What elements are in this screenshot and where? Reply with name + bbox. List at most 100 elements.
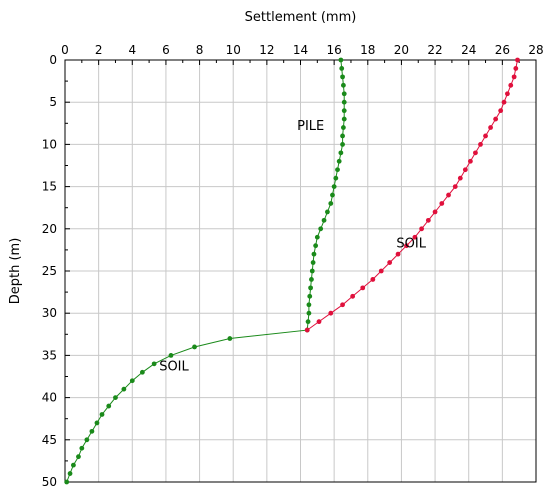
data-point: [84, 437, 90, 443]
data-point: [331, 184, 337, 190]
data-point: [505, 91, 510, 97]
data-point: [168, 353, 174, 358]
data-point: [387, 260, 393, 265]
data-point: [64, 479, 70, 485]
data-point: [488, 125, 493, 130]
x-tick-label: 24: [461, 43, 476, 57]
data-point: [404, 243, 409, 249]
series-line: [306, 59, 518, 331]
data-point: [99, 412, 105, 417]
data-point: [341, 99, 347, 105]
data-point: [129, 378, 135, 384]
data-point: [462, 167, 468, 173]
x-tick-label: 14: [293, 43, 308, 57]
x-tick-label: 16: [327, 43, 342, 57]
annotation-label: SOIL: [159, 360, 189, 375]
data-point: [139, 369, 145, 375]
data-point: [340, 74, 345, 80]
data-point: [309, 268, 315, 274]
data-point: [360, 285, 366, 291]
series-1: [64, 57, 347, 485]
x-tick-label: 8: [196, 43, 204, 57]
data-point: [370, 277, 376, 282]
x-tick-label: 22: [427, 43, 442, 57]
x-tick-label: 12: [259, 43, 274, 57]
grid-lines: [64, 59, 537, 483]
data-point: [308, 285, 313, 291]
data-point: [76, 454, 81, 460]
data-point: [341, 116, 347, 122]
data-series: [64, 57, 520, 485]
annotation-label: SOIL: [396, 236, 426, 251]
data-point: [452, 184, 458, 190]
x-tick-label: 18: [360, 43, 375, 57]
series-2: [304, 57, 520, 333]
data-point: [94, 420, 100, 426]
data-point: [306, 310, 312, 316]
data-point: [113, 395, 118, 400]
x-tick-labels: 0 2 4 6 8 10 12 14 16 18 20 22 24 26 28: [61, 43, 543, 57]
data-point: [338, 150, 344, 156]
data-point: [328, 310, 334, 316]
data-point: [350, 293, 356, 299]
data-point: [328, 201, 334, 206]
data-point: [473, 150, 478, 156]
data-point: [340, 125, 346, 130]
data-point: [478, 142, 483, 147]
y-axis-title: Depth (m): [8, 238, 23, 305]
y-tick-label: 35: [42, 348, 57, 362]
data-point: [305, 319, 311, 325]
data-point: [67, 471, 73, 476]
data-point: [340, 82, 346, 88]
data-point: [378, 268, 384, 274]
data-point: [432, 209, 438, 215]
data-point: [313, 243, 319, 249]
data-point: [336, 158, 342, 164]
x-axis-title: Settlement (mm): [245, 10, 357, 25]
data-point: [340, 142, 345, 147]
data-point: [457, 175, 463, 181]
data-point: [446, 192, 451, 198]
data-point: [121, 386, 127, 392]
y-tick-label: 45: [42, 433, 57, 447]
data-point: [340, 302, 345, 308]
data-point: [498, 108, 504, 114]
data-point: [508, 82, 514, 88]
data-point: [501, 99, 507, 105]
data-point: [493, 116, 499, 122]
data-point: [338, 57, 344, 63]
x-tick-label: 2: [95, 43, 103, 57]
data-point: [333, 175, 339, 181]
data-point: [395, 251, 401, 257]
data-point: [340, 133, 345, 139]
x-tick-label: 4: [128, 43, 136, 57]
data-point: [71, 462, 76, 468]
x-tick-label: 0: [61, 43, 69, 57]
data-point: [515, 57, 520, 63]
y-tick-label: 40: [42, 391, 57, 405]
data-point: [79, 445, 85, 451]
data-point: [425, 217, 431, 223]
data-point: [314, 234, 320, 240]
y-tick-label: 0: [49, 53, 57, 67]
y-tick-label: 50: [42, 475, 57, 487]
data-point: [339, 66, 345, 71]
x-tick-label: 6: [162, 43, 170, 57]
data-point: [439, 201, 445, 206]
data-point: [227, 336, 233, 341]
data-point: [307, 293, 313, 299]
data-point: [335, 167, 340, 173]
data-point: [89, 428, 95, 434]
y-tick-label: 20: [42, 222, 57, 236]
annotation-label: PILE: [297, 119, 324, 134]
data-point: [513, 66, 519, 71]
x-tick-label: 20: [394, 43, 409, 57]
y-tick-label: 5: [49, 95, 57, 109]
y-tick-label: 10: [42, 137, 57, 151]
y-tick-label: 25: [42, 264, 57, 278]
data-point: [483, 133, 488, 139]
x-tick-label: 26: [495, 43, 510, 57]
data-point: [412, 234, 418, 240]
y-tick-labels: 0 5 10 15 20 25 30 35 40 45 50: [42, 53, 57, 487]
